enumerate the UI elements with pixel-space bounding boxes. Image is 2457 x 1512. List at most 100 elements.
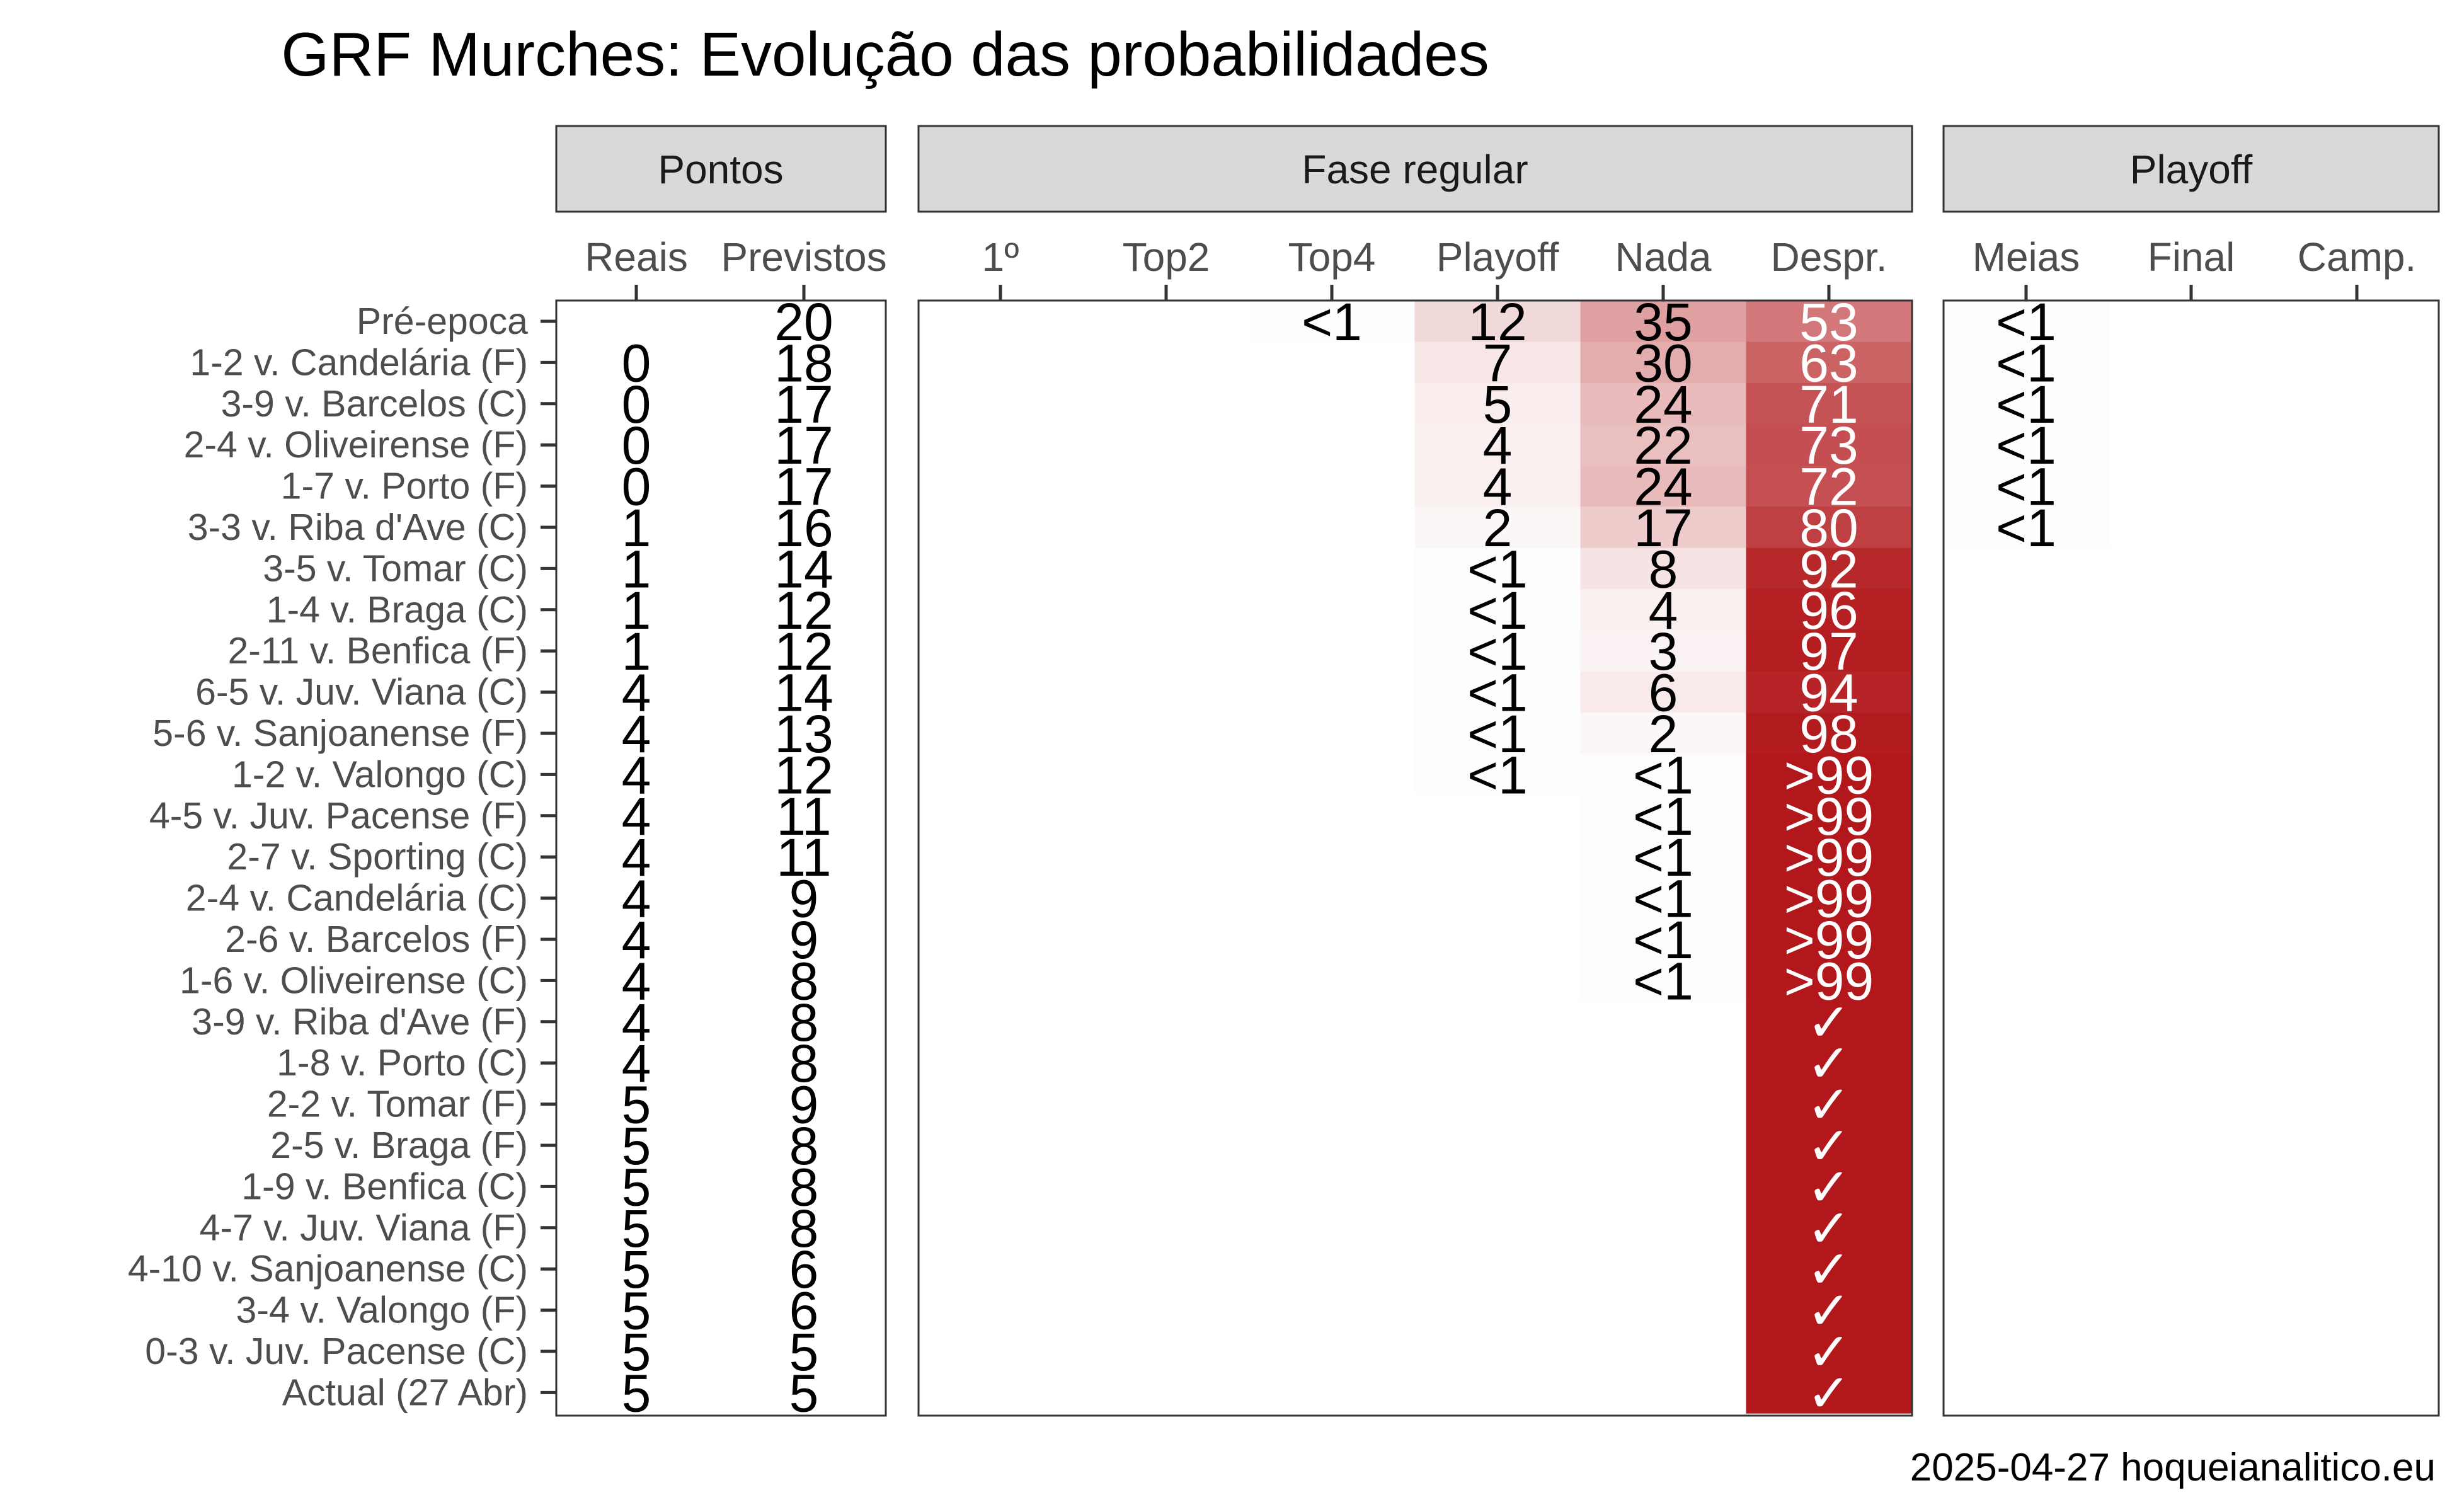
- row-label: 1-2 v. Valongo (C): [232, 753, 528, 795]
- cell-value: 94: [1799, 663, 1858, 723]
- heat-cell: [1414, 589, 1581, 631]
- cell-value: 1: [622, 539, 651, 598]
- cell-value: 17: [774, 416, 833, 475]
- cell-value: 13: [774, 704, 833, 764]
- heat-cell: [1580, 507, 1746, 549]
- heat-cell: [1414, 424, 1581, 466]
- column-label-nada: Nada: [1615, 234, 1712, 280]
- cell-value: 92: [1799, 539, 1858, 598]
- heat-cell: [1746, 1248, 1912, 1290]
- heat-cell: [1746, 836, 1912, 878]
- heat-cell: [1943, 424, 2109, 466]
- cell-value: 9: [789, 910, 819, 970]
- heat-cell: [1580, 547, 1746, 590]
- heat-cell: [1414, 507, 1581, 549]
- heat-cell: [1414, 547, 1581, 590]
- row-label: Pré-epoca: [357, 301, 528, 342]
- panel-fase-regular: [917, 299, 1913, 1417]
- cell-value: 12: [774, 581, 833, 640]
- heat-cell: [1580, 713, 1746, 755]
- chart-title: GRF Murches: Evolução das probabilidades: [281, 20, 1489, 89]
- row-label: 1-2 v. Candelária (F): [190, 341, 528, 383]
- heat-cell: [1746, 713, 1912, 755]
- cell-value: 18: [774, 333, 833, 392]
- panel-playoff: [1942, 299, 2440, 1417]
- cell-value: <1: [1467, 622, 1528, 681]
- cell-value: 14: [774, 539, 833, 598]
- cell-value: <1: [1467, 745, 1528, 805]
- cell-value: 5: [622, 1199, 651, 1258]
- cell-value: <1: [1633, 910, 1693, 970]
- cell-value: <1: [1633, 787, 1693, 846]
- cell-value: 20: [774, 292, 833, 352]
- cell-value: 17: [1634, 498, 1692, 558]
- heat-cell: [1580, 753, 1746, 796]
- cell-value: 0: [622, 416, 651, 475]
- cell-value: ✓: [1807, 1240, 1851, 1299]
- cell-value: <1: [1996, 416, 2056, 475]
- heat-cell: [1746, 507, 1912, 549]
- column-label-1: 1º: [982, 234, 1019, 280]
- cell-value: <1: [1996, 333, 2056, 392]
- cell-value: 5: [789, 1322, 819, 1382]
- cell-value: <1: [1996, 375, 2056, 434]
- heat-cell: [1746, 877, 1912, 919]
- column-label-previstos: Previstos: [721, 234, 886, 280]
- strip-pontos: [555, 125, 887, 213]
- column-label-meias: Meias: [1973, 234, 2080, 280]
- heat-cell: [1746, 1166, 1912, 1208]
- cell-value: <1: [1302, 292, 1362, 352]
- column-label-despr: Despr.: [1771, 234, 1887, 280]
- cell-value: <1: [1633, 869, 1693, 929]
- cell-value: <1: [1467, 581, 1528, 640]
- cell-value: 11: [776, 828, 831, 887]
- cell-value: 96: [1799, 581, 1858, 640]
- heat-cell: [1746, 1001, 1912, 1043]
- cell-value: >99: [1784, 745, 1874, 805]
- heat-cell: [1414, 301, 1581, 343]
- heatmap-cells: [1249, 301, 2109, 1414]
- cell-value: 0: [622, 375, 651, 434]
- chart-caption: 2025-04-27 hoqueianalitico.eu: [1910, 1446, 2436, 1489]
- row-label: 0-3 v. Juv. Pacense (C): [145, 1331, 528, 1372]
- cell-value: 4: [622, 951, 651, 1011]
- cell-value: 1: [622, 498, 651, 558]
- cell-value: 2: [1483, 498, 1513, 558]
- heat-cell: [1580, 795, 1746, 837]
- heat-cell: [1746, 1372, 1912, 1414]
- column-label-top2: Top2: [1123, 234, 1210, 280]
- heat-cell: [1746, 795, 1912, 837]
- cell-value: 24: [1634, 375, 1692, 434]
- row-label: 3-9 v. Barcelos (C): [221, 383, 528, 425]
- row-label: 4-10 v. Sanjoanense (C): [128, 1248, 528, 1290]
- cell-value: 24: [1634, 457, 1692, 517]
- heat-cell: [1414, 341, 1581, 384]
- cell-value: >99: [1784, 951, 1874, 1011]
- cell-value: 8: [789, 993, 819, 1052]
- cell-value: 35: [1634, 292, 1692, 352]
- column-label-camp: Camp.: [2298, 234, 2417, 280]
- heat-cell: [1746, 959, 1912, 1002]
- cell-value: 7: [1483, 333, 1513, 392]
- heat-cell: [1414, 630, 1581, 672]
- heat-cell: [1580, 836, 1746, 878]
- heat-cell: [1414, 671, 1581, 713]
- cell-value: 5: [622, 1116, 651, 1176]
- cell-value: 4: [1483, 416, 1513, 475]
- cell-value: 16: [774, 498, 833, 558]
- row-label: 2-4 v. Oliveirense (F): [184, 424, 528, 466]
- cell-value: 6: [789, 1281, 819, 1341]
- row-label: 1-7 v. Porto (F): [281, 466, 528, 507]
- heat-cell: [1943, 383, 2109, 425]
- heat-cell: [1746, 753, 1912, 796]
- cell-value: 0: [622, 457, 651, 517]
- cell-value: ✓: [1807, 1281, 1851, 1341]
- cell-value: 30: [1634, 333, 1692, 392]
- column-label-playoff: Playoff: [1436, 234, 1559, 280]
- cell-value: <1: [1467, 704, 1528, 764]
- cell-value: 6: [789, 1240, 819, 1299]
- row-label: 1-8 v. Porto (C): [277, 1042, 528, 1084]
- heat-cell: [1943, 465, 2109, 507]
- cell-value: 12: [1468, 292, 1526, 352]
